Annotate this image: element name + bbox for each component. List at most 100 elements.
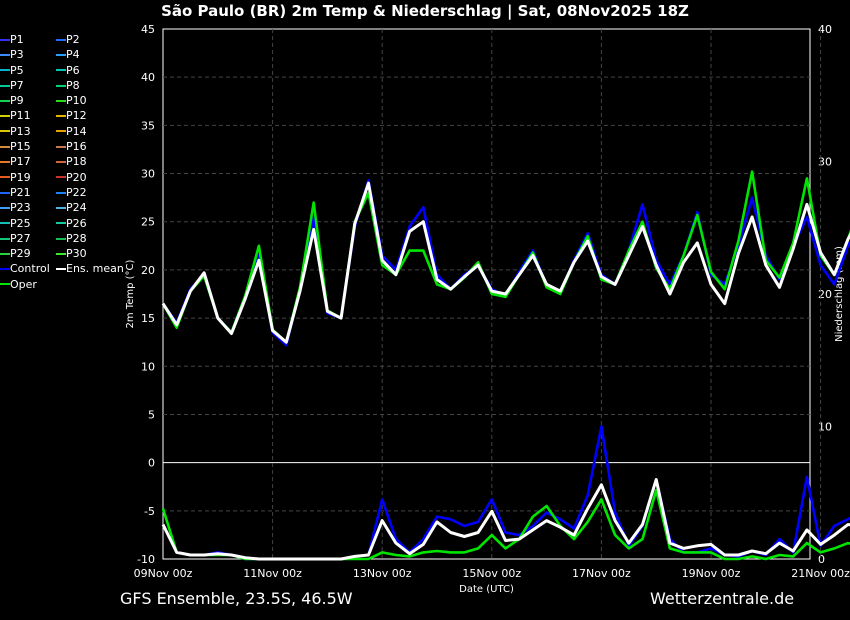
legend-swatch [0,237,10,240]
legend-label: P6 [66,63,80,77]
legend-row: P13 P14 [0,124,136,139]
legend-label: P16 [66,140,87,154]
legend-swatch [56,237,66,240]
legend-row: Control Ens. mean [0,261,136,276]
legend-label: P26 [66,216,87,230]
legend-row: P25 P26 [0,216,136,231]
legend-swatch [0,161,10,164]
legend-swatch [0,268,10,271]
legend-item: P11 [0,108,56,123]
legend-label: P28 [66,231,87,245]
legend-label: P15 [10,140,31,154]
legend-label: P13 [10,124,31,138]
legend-item: P16 [56,139,136,154]
legend-item: P22 [56,185,136,200]
legend-item: P14 [56,124,136,139]
legend-label: P7 [10,78,24,92]
legend-swatch [56,252,66,255]
x-tick-label: 11Nov 00z [243,567,302,580]
legend-label: P23 [10,201,31,215]
legend-swatch [56,53,66,56]
legend-row: P23 P24 [0,200,136,215]
legend-item: P23 [0,200,56,215]
legend-swatch [56,268,66,271]
legend-label: P21 [10,185,31,199]
y-axis-label: 2m Temp (°C) [125,259,136,328]
legend-swatch [0,130,10,133]
footer-source: Wetterzentrale.de [650,589,795,608]
legend-item: P5 [0,63,56,78]
precip-line-ens-mean [161,478,850,561]
legend-row: P3 P4 [0,47,136,62]
legend-item: P1 [0,32,56,47]
legend-item: P24 [56,200,136,215]
legend-row: P11 P12 [0,108,136,123]
y2-tick-label: 30 [818,156,832,169]
legend-item: P20 [56,170,136,185]
x-tick-label: 09Nov 00z [134,567,193,580]
legend-label: P17 [10,155,31,169]
legend-label: P8 [66,78,80,92]
y-tick-label: 20 [141,264,155,277]
legend-label: P11 [10,109,31,123]
legend-swatch [0,252,10,255]
legend-swatch [56,206,66,209]
legend-row: P29 P30 [0,246,136,261]
legend-item: P9 [0,93,56,108]
legend-row: P7 P8 [0,78,136,93]
y2-tick-label: 20 [818,288,832,301]
y-tick-label: 15 [141,312,155,325]
legend-swatch [56,191,66,194]
legend-swatch [0,283,10,286]
legend-label: Oper [10,277,37,291]
legend-item: P27 [0,231,56,246]
legend-label: P9 [10,94,24,108]
legend-swatch [0,38,10,41]
y-tick-label: 0 [148,457,155,470]
legend-item: P3 [0,47,56,62]
legend-row: P15 P16 [0,139,136,154]
legend-swatch [56,99,66,102]
legend-label: P4 [66,48,80,62]
legend-label: P14 [66,124,87,138]
y2-tick-label: 0 [818,553,825,566]
chart-title: São Paulo (BR) 2m Temp & Niederschlag | … [161,2,689,20]
legend-item: P10 [56,93,136,108]
legend-row: Oper [0,277,136,292]
legend-row: P27 P28 [0,231,136,246]
legend-item: P26 [56,216,136,231]
legend-label: P10 [66,94,87,108]
legend-label: P2 [66,33,80,46]
y-tick-label: -5 [144,505,155,518]
legend-swatch [0,222,10,225]
legend-row: P5 P6 [0,63,136,78]
legend-row: P21 P22 [0,185,136,200]
legend-item: P18 [56,154,136,169]
legend-label: P20 [66,170,87,184]
y-tick-label: 45 [141,23,155,36]
legend-swatch [56,38,66,41]
legend-swatch [0,99,10,102]
legend-item: Control [0,261,56,276]
legend-swatch [56,161,66,164]
legend-label: P27 [10,231,31,245]
legend-label: P5 [10,63,24,77]
legend-item: Ens. mean [56,261,136,276]
x-tick-label: 19Nov 00z [682,567,741,580]
x-tick-label: 17Nov 00z [572,567,631,580]
legend-swatch [56,69,66,72]
y-tick-label: 5 [148,408,155,421]
legend-label: P24 [66,201,87,215]
legend-item: P7 [0,78,56,93]
legend-swatch [0,53,10,56]
legend-label: Ens. mean [66,262,124,276]
legend-row: P1 P2 [0,32,136,47]
legend-row: P19 P20 [0,170,136,185]
legend-swatch [56,115,66,118]
legend-swatch [56,145,66,148]
y2-tick-label: 10 [818,421,832,434]
legend-item: P30 [56,246,136,261]
y-tick-label: 10 [141,360,155,373]
legend: P1 P2 P3 P4 P5 P6 P7 P8 P9 P10 P11 P12 P13 P14 P15 P16 P… [0,32,136,292]
legend-label: P18 [66,155,87,169]
